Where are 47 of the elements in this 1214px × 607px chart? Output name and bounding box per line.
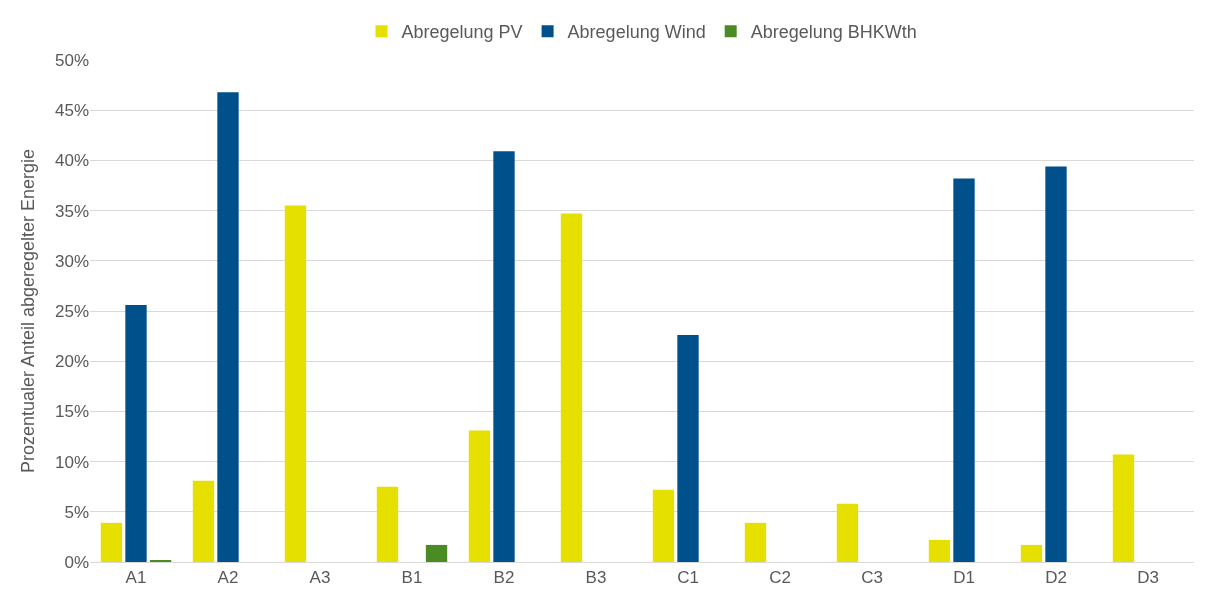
x-tick-label: B3 xyxy=(585,568,607,588)
bar xyxy=(1020,544,1043,562)
bar xyxy=(953,178,975,562)
bar xyxy=(217,92,239,562)
x-tick-label: D3 xyxy=(1137,568,1159,588)
bar xyxy=(468,430,491,562)
y-tick-label: 0% xyxy=(64,552,89,572)
y-tick-label: 15% xyxy=(54,402,89,422)
bar xyxy=(100,522,123,562)
y-tick-label: 40% xyxy=(54,151,89,171)
y-tick-label: 20% xyxy=(54,352,89,372)
bar xyxy=(1045,166,1067,562)
bar xyxy=(149,559,172,562)
y-tick-label: 35% xyxy=(54,201,89,221)
bar xyxy=(493,151,515,562)
x-tick-label: D1 xyxy=(953,568,975,588)
bar xyxy=(425,544,448,562)
bar xyxy=(192,480,215,562)
legend-label: Abregelung Wind xyxy=(567,22,706,43)
y-axis-title: Prozentualer Anteil abgeregelter Energie xyxy=(18,148,39,474)
legend-label: Abregelung PV xyxy=(401,22,523,43)
bar xyxy=(284,205,307,562)
y-tick-label: 30% xyxy=(54,251,89,271)
x-tick-label: A1 xyxy=(125,568,147,588)
bar xyxy=(652,489,675,562)
x-tick-label: C1 xyxy=(677,568,699,588)
x-tick-label: A2 xyxy=(217,568,239,588)
y-tick-label: 45% xyxy=(54,101,89,121)
bar xyxy=(376,486,399,562)
bar xyxy=(677,335,699,562)
legend-label: Abregelung BHKWth xyxy=(750,22,917,43)
y-tick-label: 25% xyxy=(54,301,89,321)
bar xyxy=(744,522,767,562)
x-tick-label: A3 xyxy=(309,568,331,588)
y-tick-label: 10% xyxy=(54,452,89,472)
bar xyxy=(125,304,147,562)
bar xyxy=(836,503,859,562)
x-tick-label: B1 xyxy=(401,568,423,588)
x-tick-label: C3 xyxy=(861,568,883,588)
x-tick-label: C2 xyxy=(769,568,791,588)
x-tick-label: B2 xyxy=(493,568,515,588)
bar xyxy=(1112,454,1135,562)
y-tick-label: 5% xyxy=(64,502,89,522)
y-tick-label: 50% xyxy=(54,50,89,70)
x-tick-label: D2 xyxy=(1045,568,1067,588)
bar xyxy=(560,213,583,562)
bar xyxy=(928,539,951,562)
